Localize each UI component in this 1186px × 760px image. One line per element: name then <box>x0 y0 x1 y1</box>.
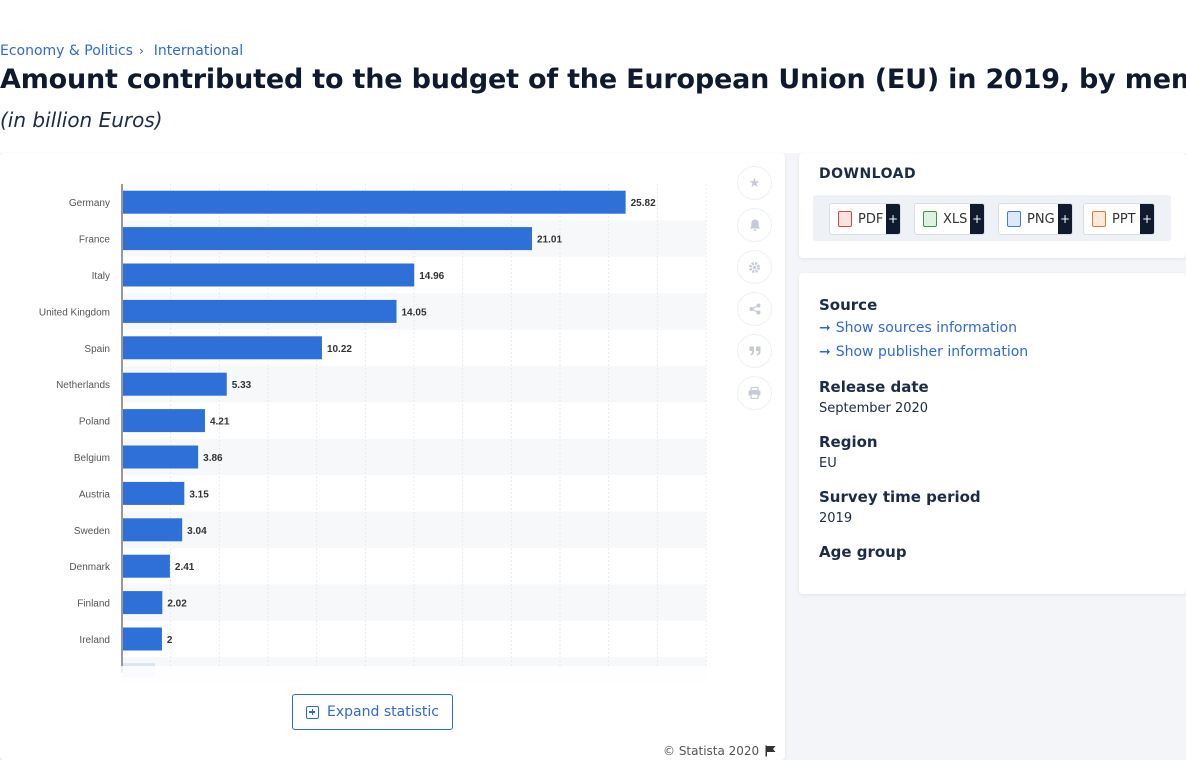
print-icon[interactable] <box>738 377 771 409</box>
flag-icon[interactable] <box>765 745 776 757</box>
bar[interactable] <box>123 372 227 396</box>
gear-icon[interactable] <box>738 251 771 283</box>
category-label: Poland <box>79 417 110 428</box>
download-pdf-button[interactable]: PDF + <box>829 203 901 235</box>
source-heading: Source <box>819 296 878 314</box>
png-label: PNG <box>1027 211 1055 227</box>
region-heading: Region <box>819 433 878 451</box>
xls-file-icon <box>923 211 937 227</box>
data-label: 4.21 <box>210 417 230 428</box>
png-file-icon <box>1007 211 1021 227</box>
header-band <box>0 0 1186 153</box>
breadcrumb-international[interactable]: International <box>153 43 244 59</box>
category-label: Netherlands <box>56 380 110 391</box>
copyright-notice: © Statista 2020 <box>663 744 776 758</box>
data-label: 2.02 <box>167 599 187 610</box>
category-label: Spain <box>84 344 110 355</box>
category-label: Austria <box>79 489 111 500</box>
ppt-plus-icon[interactable]: + <box>1140 204 1154 234</box>
data-label: 21.01 <box>537 235 562 246</box>
bar[interactable] <box>123 518 183 542</box>
category-label: Belgium <box>74 453 110 464</box>
show-sources-link[interactable]: ➞ Show sources information <box>819 320 1017 336</box>
category-label: France <box>79 235 111 246</box>
bar[interactable] <box>123 445 199 469</box>
bar[interactable] <box>123 409 205 433</box>
bar[interactable] <box>123 299 397 323</box>
breadcrumb-separator: › <box>138 44 144 58</box>
bar[interactable] <box>123 227 532 251</box>
bar[interactable] <box>123 591 163 615</box>
share-icon[interactable] <box>738 293 771 325</box>
show-publisher-label: Show publisher information <box>835 344 1029 360</box>
fade-overlay <box>0 666 735 683</box>
category-label: United Kingdom <box>39 307 110 318</box>
data-label: 25.82 <box>631 198 656 209</box>
release-date-value: September 2020 <box>819 401 929 416</box>
show-publisher-link[interactable]: ➞ Show publisher information <box>819 344 1028 360</box>
category-label: Denmark <box>69 562 111 573</box>
bar-chart: Germany 25.82 France 21.01 Italy 14.96 United … <box>0 184 735 683</box>
region-value: EU <box>819 456 837 471</box>
expand-label: Expand statistic <box>327 704 439 720</box>
data-label: 14.96 <box>419 271 444 282</box>
data-label: 3.04 <box>187 526 207 537</box>
data-label: 14.05 <box>402 307 427 318</box>
xls-plus-icon[interactable]: + <box>970 204 984 234</box>
category-label: Finland <box>77 599 110 610</box>
survey-period-heading: Survey time period <box>819 488 981 506</box>
expand-statistic-button[interactable]: Expand statistic <box>292 694 453 730</box>
arrow-right-icon: ➞ <box>819 344 831 360</box>
data-label: 2 <box>167 635 173 646</box>
bar[interactable] <box>123 263 415 287</box>
survey-period-value: 2019 <box>819 511 853 526</box>
data-label: 3.15 <box>189 489 209 500</box>
chart-toolbar: ★ <box>738 167 771 409</box>
breadcrumb: Economy & Politics › International <box>0 43 243 59</box>
bar[interactable] <box>123 190 626 214</box>
category-label: Ireland <box>79 635 110 646</box>
download-png-button[interactable]: PNG + <box>998 203 1073 235</box>
download-xls-button[interactable]: XLS + <box>914 203 985 235</box>
pdf-plus-icon[interactable]: + <box>886 204 900 234</box>
download-buttons: PDF + XLS + PNG + PPT + <box>813 195 1171 241</box>
chart-card: Germany 25.82 France 21.01 Italy 14.96 United … <box>0 153 785 760</box>
bell-icon[interactable] <box>738 209 771 241</box>
copyright-text: © Statista 2020 <box>663 744 760 758</box>
category-label: Italy <box>92 271 110 282</box>
age-group-heading: Age group <box>819 543 907 561</box>
ppt-label: PPT <box>1112 211 1136 227</box>
category-label: Sweden <box>74 526 110 537</box>
ppt-file-icon <box>1092 211 1106 227</box>
bar[interactable] <box>123 481 185 505</box>
release-date-heading: Release date <box>819 378 929 396</box>
xls-label: XLS <box>943 211 968 227</box>
page-subtitle: (in billion Euros) <box>0 108 163 132</box>
data-label: 10.22 <box>327 344 352 355</box>
bar[interactable] <box>123 627 162 651</box>
data-label: 5.33 <box>232 380 252 391</box>
row-band <box>122 584 706 621</box>
png-plus-icon[interactable]: + <box>1058 204 1072 234</box>
data-label: 3.86 <box>203 453 223 464</box>
quote-icon[interactable] <box>738 335 771 367</box>
download-title: DOWNLOAD <box>819 166 917 182</box>
bar[interactable] <box>123 336 322 360</box>
breadcrumb-economy-politics[interactable]: Economy & Politics <box>0 43 133 59</box>
arrow-right-icon: ➞ <box>819 320 831 336</box>
star-icon[interactable]: ★ <box>738 167 771 199</box>
download-ppt-button[interactable]: PPT + <box>1083 203 1155 235</box>
download-panel: DOWNLOAD PDF + XLS + PNG + PPT + <box>799 153 1186 258</box>
bar[interactable] <box>123 554 170 578</box>
page-title: Amount contributed to the budget of the … <box>0 64 1186 95</box>
data-label: 2.41 <box>175 562 195 573</box>
show-sources-label: Show sources information <box>835 320 1017 336</box>
statistic-details: Source ➞ Show sources information ➞ Show… <box>799 273 1186 594</box>
category-label: Germany <box>69 198 110 209</box>
expand-icon <box>306 705 320 719</box>
pdf-file-icon <box>838 211 852 227</box>
pdf-label: PDF <box>858 211 884 227</box>
